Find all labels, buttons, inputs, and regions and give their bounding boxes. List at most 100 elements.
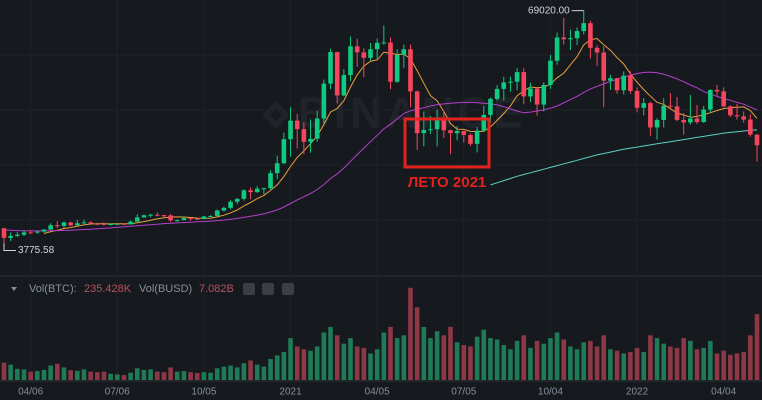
highlight-box <box>403 117 491 169</box>
note: ЛЕТО 2021 <box>408 174 487 191</box>
candle-body <box>174 220 180 222</box>
candle-body <box>701 109 706 123</box>
candle-body <box>634 91 640 108</box>
volume-bar <box>481 329 487 380</box>
volume-bar <box>594 346 600 380</box>
candle-body <box>608 78 613 81</box>
volume-bar <box>548 338 553 380</box>
volume-bar <box>241 363 247 380</box>
volume-bar <box>688 340 693 380</box>
volume-bar <box>534 340 540 380</box>
candle-body <box>354 46 360 53</box>
volume-bar <box>341 343 347 380</box>
volume-bar <box>648 335 653 380</box>
candle-body <box>628 75 633 92</box>
candle-body <box>708 89 713 110</box>
candle-body <box>641 103 647 108</box>
x-tick-label: 10/04 <box>538 387 563 398</box>
candle-body <box>454 130 460 134</box>
candle-body <box>434 117 440 130</box>
volume-bar <box>301 349 307 380</box>
candle-body <box>534 88 540 105</box>
candle-body <box>15 234 20 237</box>
x-tick-label: 04/06 <box>18 387 43 398</box>
volume-bar <box>641 352 647 380</box>
volume-bar <box>614 350 620 380</box>
candle-body <box>728 106 733 116</box>
candle-body <box>108 224 113 226</box>
candle-body <box>334 52 340 96</box>
volume-bar <box>334 335 340 380</box>
candle-body <box>281 139 287 164</box>
candle-body <box>661 105 667 120</box>
candle-body <box>161 215 167 217</box>
candle-body <box>441 117 447 131</box>
watermark-logo <box>262 101 290 129</box>
volume-bar <box>128 372 133 380</box>
volume-bar <box>348 338 353 380</box>
settings-icon[interactable] <box>243 283 255 295</box>
volume-bar <box>274 355 280 380</box>
volume-bar <box>561 339 567 380</box>
volume-bar <box>621 353 627 380</box>
volume-bar <box>294 346 300 380</box>
candle-body <box>94 223 100 225</box>
legend-value: 235.428K <box>84 283 132 295</box>
candle-body <box>48 225 53 230</box>
x-tick-label: 2022 <box>626 387 649 398</box>
volume-bar <box>634 347 640 380</box>
volume-bar <box>748 335 753 380</box>
candle-body <box>321 83 327 119</box>
volume-bar <box>414 307 420 380</box>
candle-body <box>474 130 480 144</box>
candle-body <box>101 223 107 225</box>
candle-body <box>621 75 627 91</box>
candle-body <box>394 54 400 82</box>
candle-body <box>288 120 293 140</box>
volume-bar <box>668 346 673 380</box>
candle-body <box>521 72 527 97</box>
low-label: 3775.58 <box>18 245 55 256</box>
close-icon[interactable] <box>282 283 294 295</box>
candle-body <box>448 130 453 134</box>
candle-body <box>741 116 746 120</box>
candle-body <box>168 215 173 221</box>
volume-bar <box>361 347 367 380</box>
volume-bar <box>15 368 20 380</box>
candle-body <box>8 236 13 238</box>
candle-body <box>501 82 507 89</box>
volume-bar <box>168 367 173 380</box>
candle-body <box>541 84 547 105</box>
volume-bar <box>721 350 726 380</box>
candle-body <box>461 130 467 135</box>
volume-bar <box>674 347 680 380</box>
volume-bar <box>421 326 427 380</box>
candle-body <box>301 129 307 142</box>
candle-body <box>128 221 133 225</box>
volume-bar <box>368 353 373 380</box>
candle-body <box>374 42 380 50</box>
volume-bar <box>714 353 720 380</box>
candle-body <box>748 119 753 135</box>
volume-bar <box>488 338 493 380</box>
settings-icon[interactable] <box>262 283 274 295</box>
volume-bar <box>281 352 287 380</box>
candle-body <box>381 42 387 44</box>
candle-body <box>228 201 233 208</box>
volume-bar <box>114 374 120 380</box>
volume-legend: Vol(BTC): 235.428K Vol(BUSD) 7.082B <box>11 283 294 295</box>
volume-bar <box>628 352 633 380</box>
collapse-icon[interactable] <box>11 287 17 291</box>
volume-bar <box>228 365 233 380</box>
volume-bar <box>374 349 380 380</box>
volume-bar <box>381 332 387 380</box>
volume-bar <box>101 371 107 380</box>
volume-bar <box>201 372 207 380</box>
candle-body <box>614 78 620 91</box>
volume-bar <box>474 336 480 380</box>
candle-body <box>714 89 720 92</box>
candle-body <box>421 129 427 134</box>
volume-bar <box>354 346 360 380</box>
ma-line <box>3 71 758 232</box>
